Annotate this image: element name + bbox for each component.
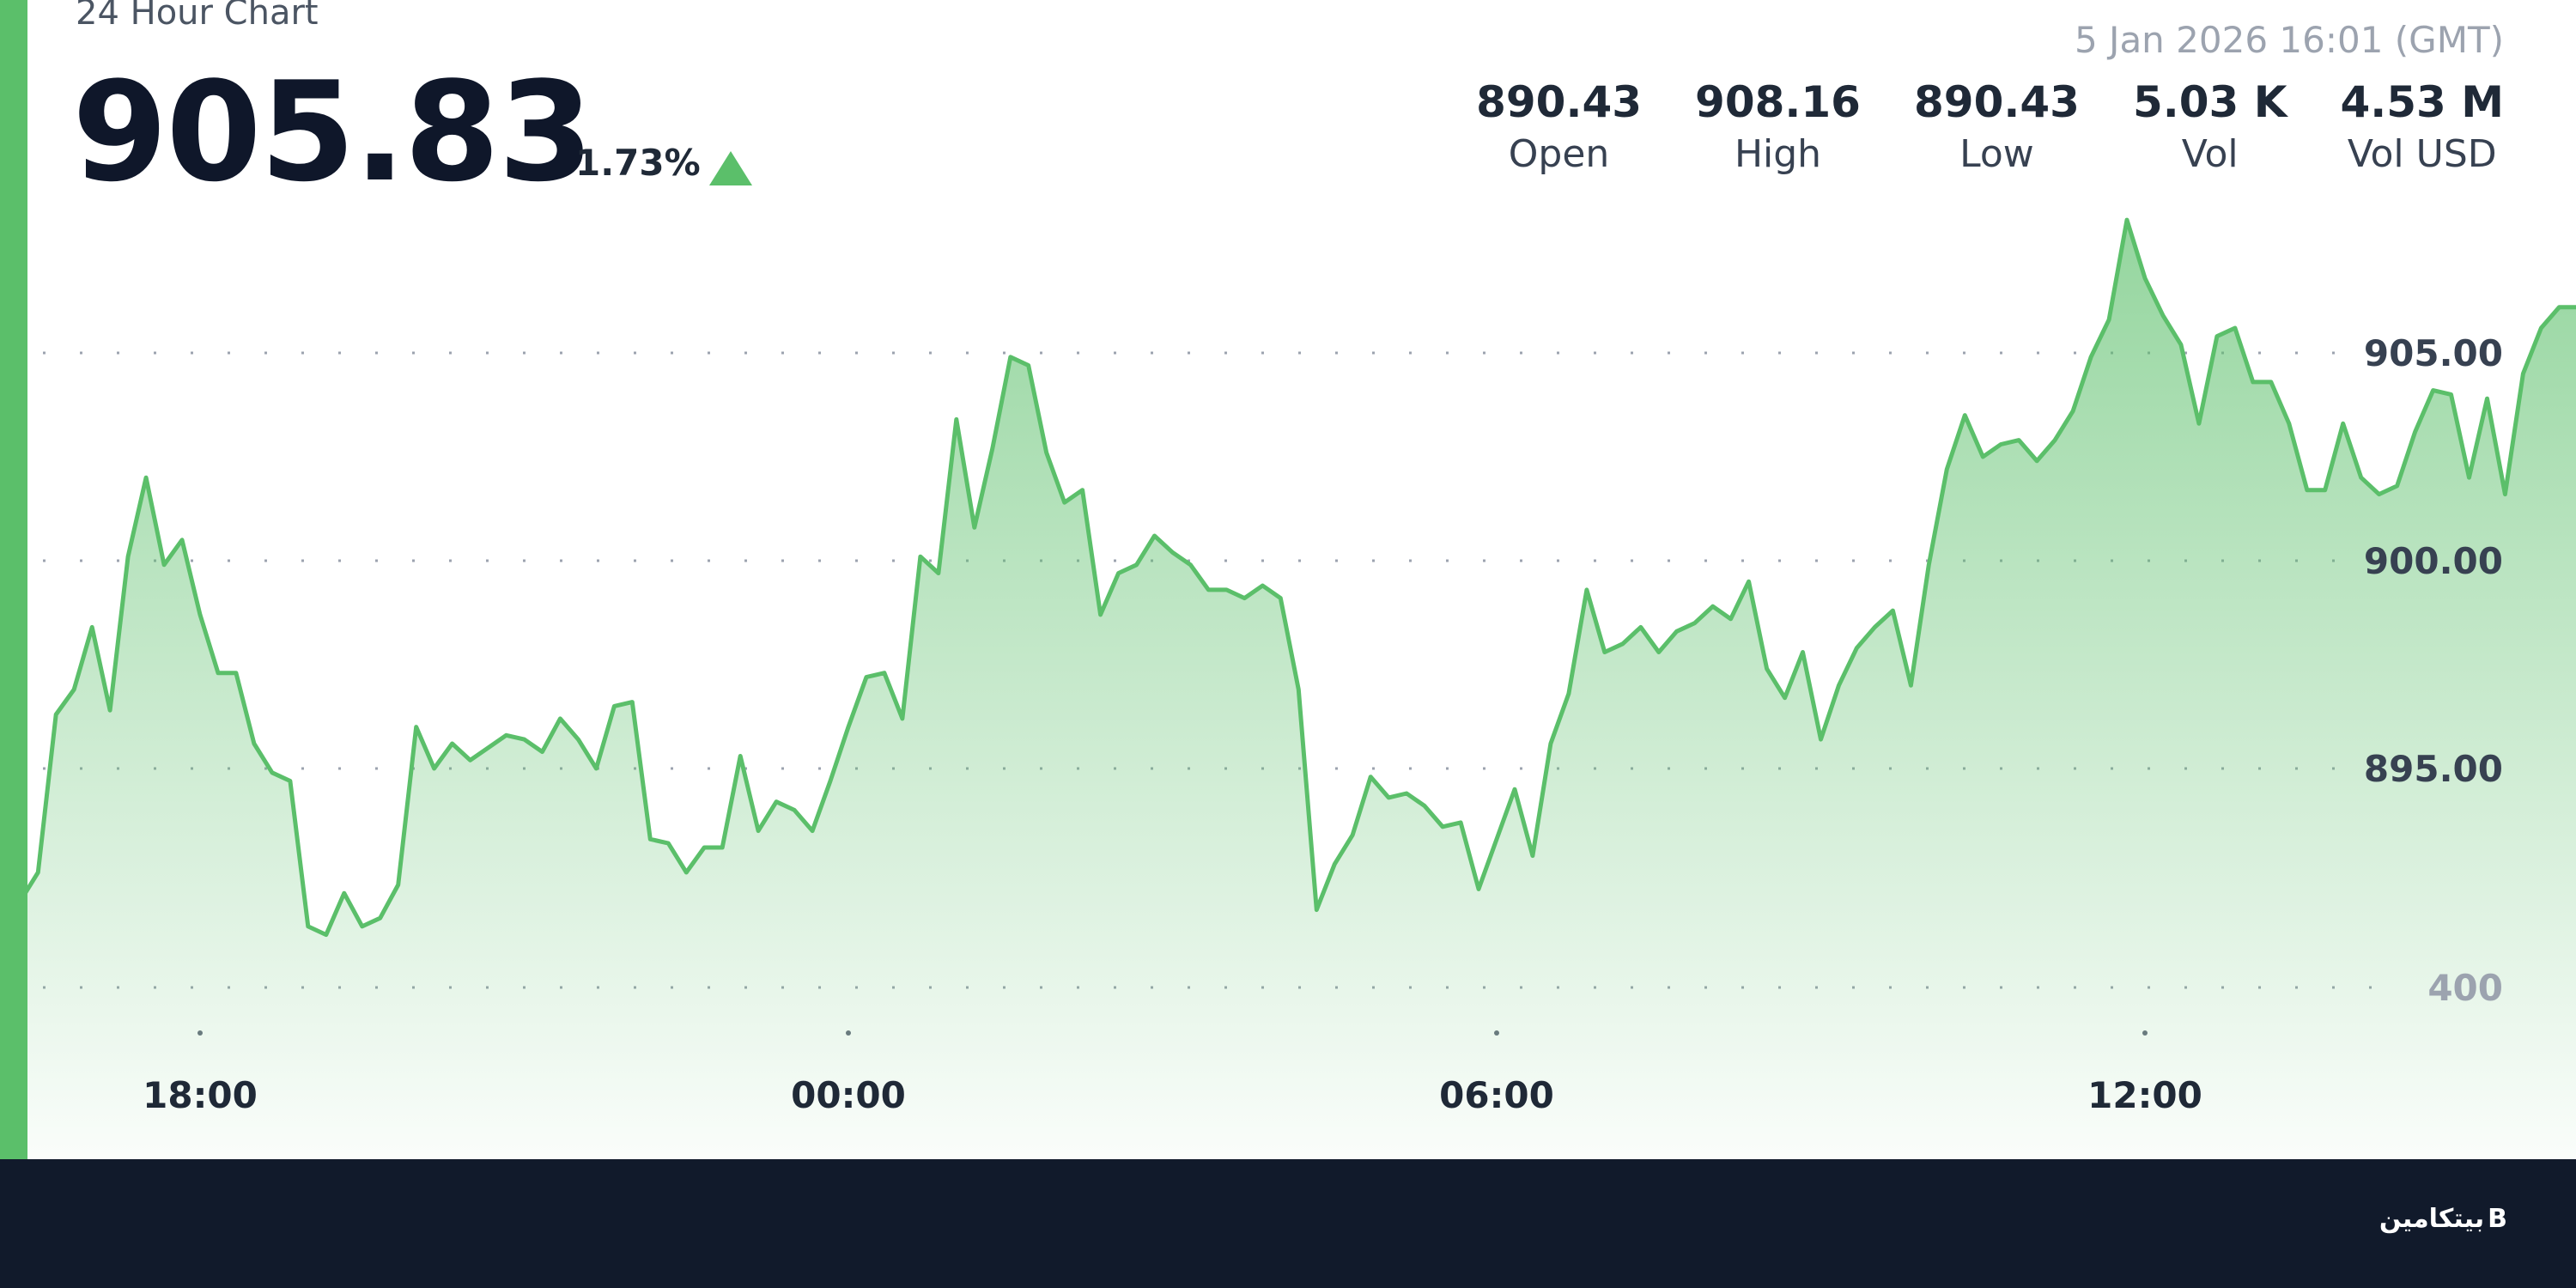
stat-value: 908.16: [1695, 77, 1861, 127]
stat-low: 890.43 Low: [1914, 77, 2080, 176]
x-tick-label: 18:00: [143, 1074, 258, 1116]
price-chart: 905.00 900.00 895.00 400 18:00 00:00 06:00 12:0…: [18, 217, 2576, 1159]
price-line: [18, 217, 2576, 938]
stat-value: 890.43: [1476, 77, 1643, 127]
stat-label: High: [1734, 132, 1822, 176]
stat-vol: 5.03 K Vol: [2133, 77, 2287, 176]
x-tick-label: 00:00: [791, 1074, 906, 1116]
volume-tick-label: 400: [2427, 967, 2503, 1009]
price-change: 1.73%: [575, 142, 701, 184]
timestamp: 5 Jan 2026 16:01 (GMT): [2074, 19, 2504, 61]
stat-label: Open: [1508, 132, 1610, 176]
current-price: 905.83: [72, 52, 593, 212]
stat-high: 908.16 High: [1695, 77, 1861, 176]
footer: بیتکامین B: [0, 1159, 2576, 1288]
stat-value: 890.43: [1913, 77, 2080, 127]
chart-title: 24 Hour Chart: [76, 0, 319, 33]
logo-text: بیتکامین: [2379, 1204, 2485, 1234]
brand-logo: بیتکامین B: [2379, 1204, 2507, 1234]
stat-open: 890.43 Open: [1476, 77, 1642, 176]
y-tick-label: 895.00: [2364, 748, 2503, 790]
y-tick-label: 905.00: [2364, 332, 2503, 374]
x-tick-label: 12:00: [2087, 1074, 2202, 1116]
stat-label: Vol USD: [2347, 132, 2497, 176]
stat-label: Low: [1959, 132, 2034, 176]
logo-mark: B: [2488, 1204, 2507, 1234]
stat-value: 4.53 M: [2340, 77, 2504, 127]
stats-row: 890.43 Open 908.16 High 890.43 Low 5.03 K Vo…: [1423, 77, 2504, 176]
x-tick-label: 06:00: [1439, 1074, 1554, 1116]
stat-label: Vol: [2181, 132, 2239, 176]
up-arrow-icon: [709, 151, 752, 185]
y-tick-label: 900.00: [2364, 540, 2503, 582]
stat-vol-usd: 4.53 M Vol USD: [2340, 77, 2504, 176]
stat-value: 5.03 K: [2132, 77, 2287, 127]
